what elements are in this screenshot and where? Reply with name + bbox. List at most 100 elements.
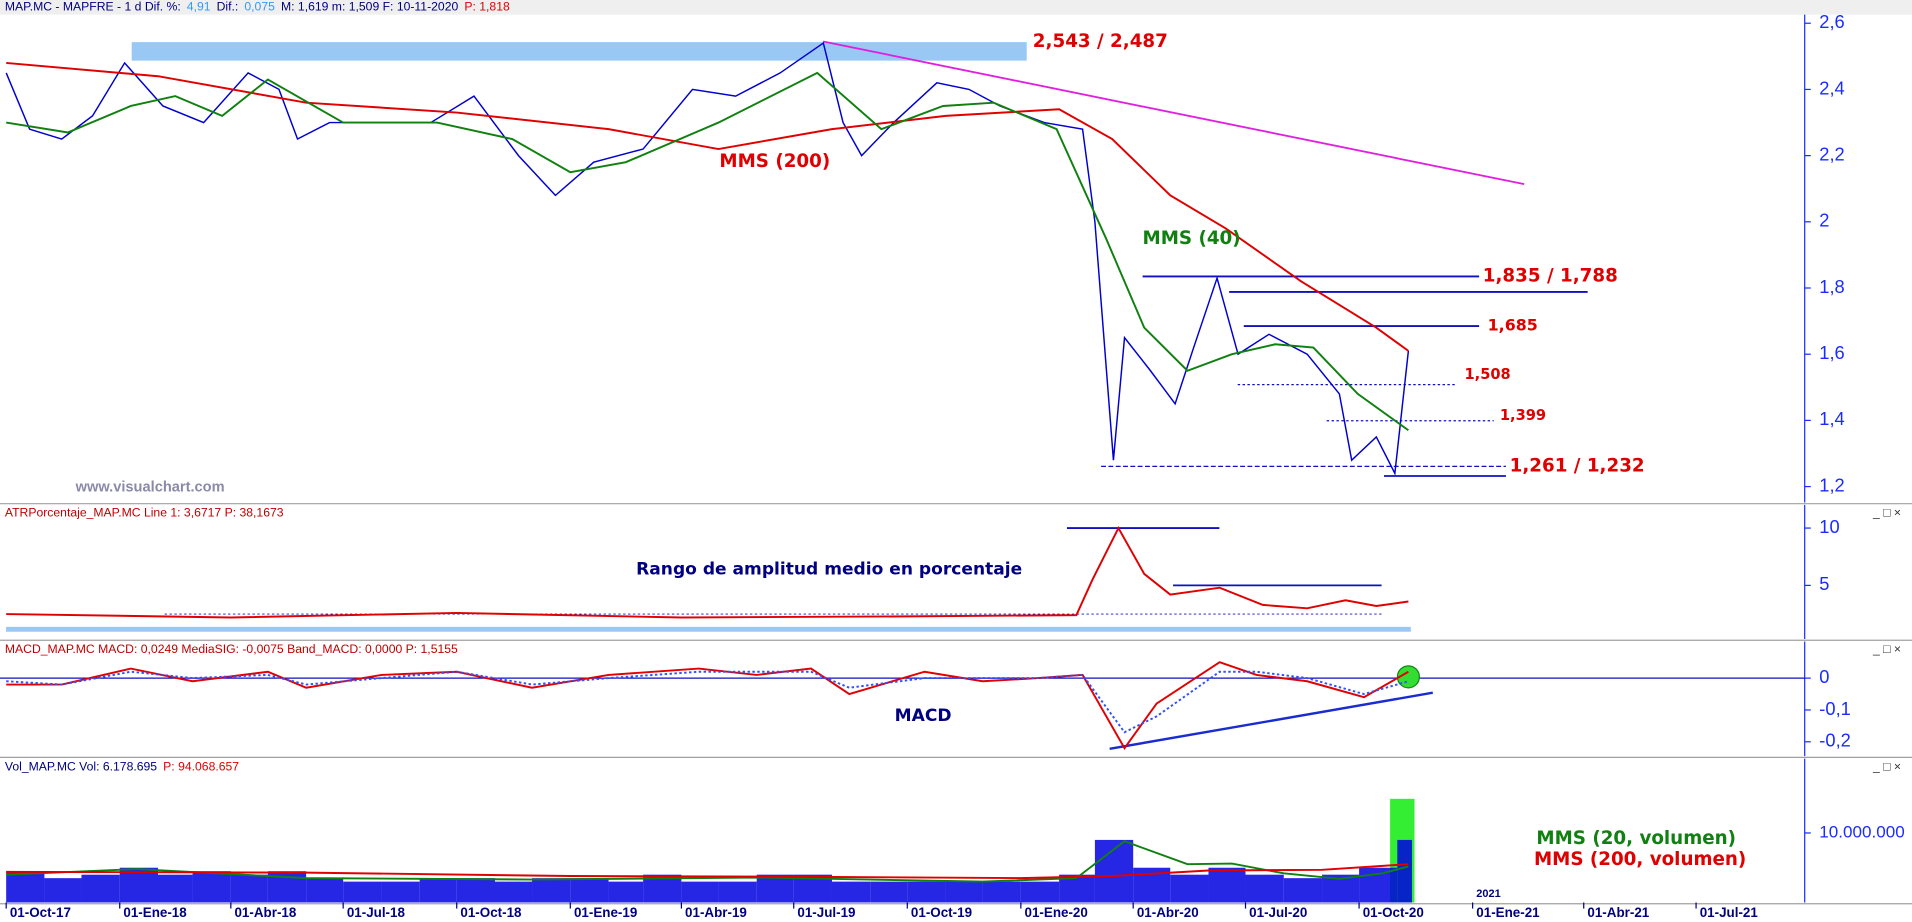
volume-bar	[718, 881, 757, 903]
level-label: 1,399	[1500, 407, 1546, 424]
window-controls: _ □ ×	[1872, 642, 1901, 656]
y-tick-label: 2,6	[1819, 11, 1844, 32]
volume-bar	[456, 878, 495, 903]
series-line	[5, 41, 1410, 476]
panel-header: Dif.:	[217, 0, 239, 14]
series-line	[6, 526, 1409, 619]
volume-bar	[945, 881, 983, 903]
volume-bar	[570, 878, 609, 903]
x-tick-label: 01-Ene-21	[1476, 905, 1540, 920]
y-tick-label: 2	[1819, 210, 1829, 231]
volume-bar	[831, 881, 871, 903]
highlight-circle	[1396, 665, 1420, 689]
panel-header: P: 94.068.657	[163, 759, 239, 773]
level-label: 1,835 / 1,788	[1483, 265, 1618, 286]
volume-bar	[494, 881, 533, 903]
y-tick-label: 2,2	[1819, 143, 1844, 164]
series-line	[6, 863, 1409, 880]
y-tick-label: -0,2	[1819, 730, 1851, 751]
level-label: 1,508	[1464, 366, 1510, 383]
y-tick-label: 10.000.000	[1819, 822, 1904, 841]
level-label: 2,543 / 2,487	[1033, 31, 1168, 52]
x-tick-label: 01-Ene-19	[574, 905, 637, 920]
volume-bar	[907, 881, 946, 903]
x-tick-label: 01-Abr-21	[1587, 905, 1649, 920]
y-tick-label: 2,4	[1819, 77, 1844, 98]
y-tick-label: 1,2	[1819, 474, 1844, 495]
x-tick-label: 01-Jul-20	[1249, 905, 1307, 920]
panel-header: MACD_MAP.MC MACD: 0,0249 MediaSIG: -0,00…	[5, 642, 458, 656]
x-tick-label: 01-Jul-21	[1700, 905, 1759, 920]
volume-bar	[343, 881, 382, 903]
volume-bar	[81, 874, 120, 903]
annotation: Rango de amplitud medio en porcentaje	[636, 560, 1022, 580]
volume-bar	[306, 878, 344, 903]
volume-bar	[1397, 839, 1412, 903]
volume-bar	[532, 878, 571, 903]
volume-bar	[192, 871, 231, 903]
volume-bar	[44, 878, 82, 903]
year-label: 2021	[1476, 888, 1500, 900]
panel-header: 0,075	[244, 0, 275, 14]
series-label: MMS (200, volumen)	[1534, 849, 1746, 870]
volume-bar	[1020, 881, 1060, 903]
volume-bar	[6, 871, 45, 903]
x-tick-label: 01-Ene-20	[1025, 905, 1088, 920]
series-line	[6, 670, 1409, 734]
x-tick-label: 01-Jul-18	[347, 905, 406, 920]
y-tick-label: 1,4	[1819, 408, 1844, 429]
atr-band	[6, 626, 1411, 632]
header-bar	[0, 0, 1912, 15]
panel-header: P: 1,818	[464, 0, 510, 14]
y-tick-label: 0	[1819, 666, 1829, 687]
x-tick-label: 01-Oct-19	[911, 905, 972, 920]
y-tick-label: 10	[1819, 516, 1839, 537]
x-tick-label: 01-Abr-18	[234, 905, 296, 920]
y-tick-label: 5	[1819, 573, 1829, 594]
annotation: MACD	[895, 706, 952, 726]
panel-header: Vol_MAP.MC Vol: 6.178.695	[5, 759, 157, 773]
volume-bar	[681, 881, 719, 903]
trend-line	[1109, 691, 1433, 751]
resistance-band	[131, 42, 1027, 61]
y-tick-label: 1,8	[1819, 276, 1844, 297]
x-tick-label: 01-Ene-18	[123, 905, 187, 920]
volume-bar	[1208, 867, 1246, 903]
panel-header: MAP.MC - MAPFRE - 1 d Dif. %:	[5, 0, 181, 14]
volume-bar	[230, 874, 268, 903]
level-label: 1,685	[1488, 316, 1538, 335]
y-tick-label: -0,1	[1819, 698, 1851, 719]
volume-bar	[870, 881, 908, 903]
volume-bar	[381, 881, 420, 903]
y-tick-label: 1,6	[1819, 342, 1844, 363]
x-tick-label: 01-Abr-20	[1137, 905, 1199, 920]
volume-bar	[982, 881, 1021, 903]
series-line	[6, 71, 1409, 432]
volume-bar	[1283, 878, 1323, 903]
series-line	[6, 661, 1409, 751]
watermark: www.visualchart.com	[75, 480, 225, 496]
volume-bar	[158, 874, 193, 903]
volume-bar	[608, 881, 644, 903]
x-tick-label: 01-Abr-19	[685, 905, 747, 920]
panel-header: 4,91	[187, 0, 211, 14]
panel-header: ATRPorcentaje_MAP.MC Line 1: 3,6717 P: 3…	[5, 506, 284, 520]
volume-bar	[1245, 874, 1284, 903]
volume-bar	[1170, 874, 1209, 903]
x-tick-label: 01-Oct-18	[460, 905, 522, 920]
window-controls: _ □ ×	[1872, 759, 1901, 773]
trend-line	[822, 40, 1525, 186]
series-label: MMS (200)	[719, 151, 830, 172]
volume-bar	[119, 867, 159, 903]
series-line	[6, 840, 1409, 883]
x-tick-label: 01-Oct-17	[10, 905, 71, 920]
level-label: 1,261 / 1,232	[1510, 455, 1645, 476]
window-controls: _ □ ×	[1872, 506, 1901, 520]
series-label: MMS (20, volumen)	[1536, 828, 1736, 849]
panel-header: M: 1,619 m: 1,509 F: 10-11-2020	[281, 0, 458, 14]
volume-bar	[756, 874, 794, 903]
series-line	[6, 61, 1409, 352]
volume-bar	[419, 878, 457, 903]
